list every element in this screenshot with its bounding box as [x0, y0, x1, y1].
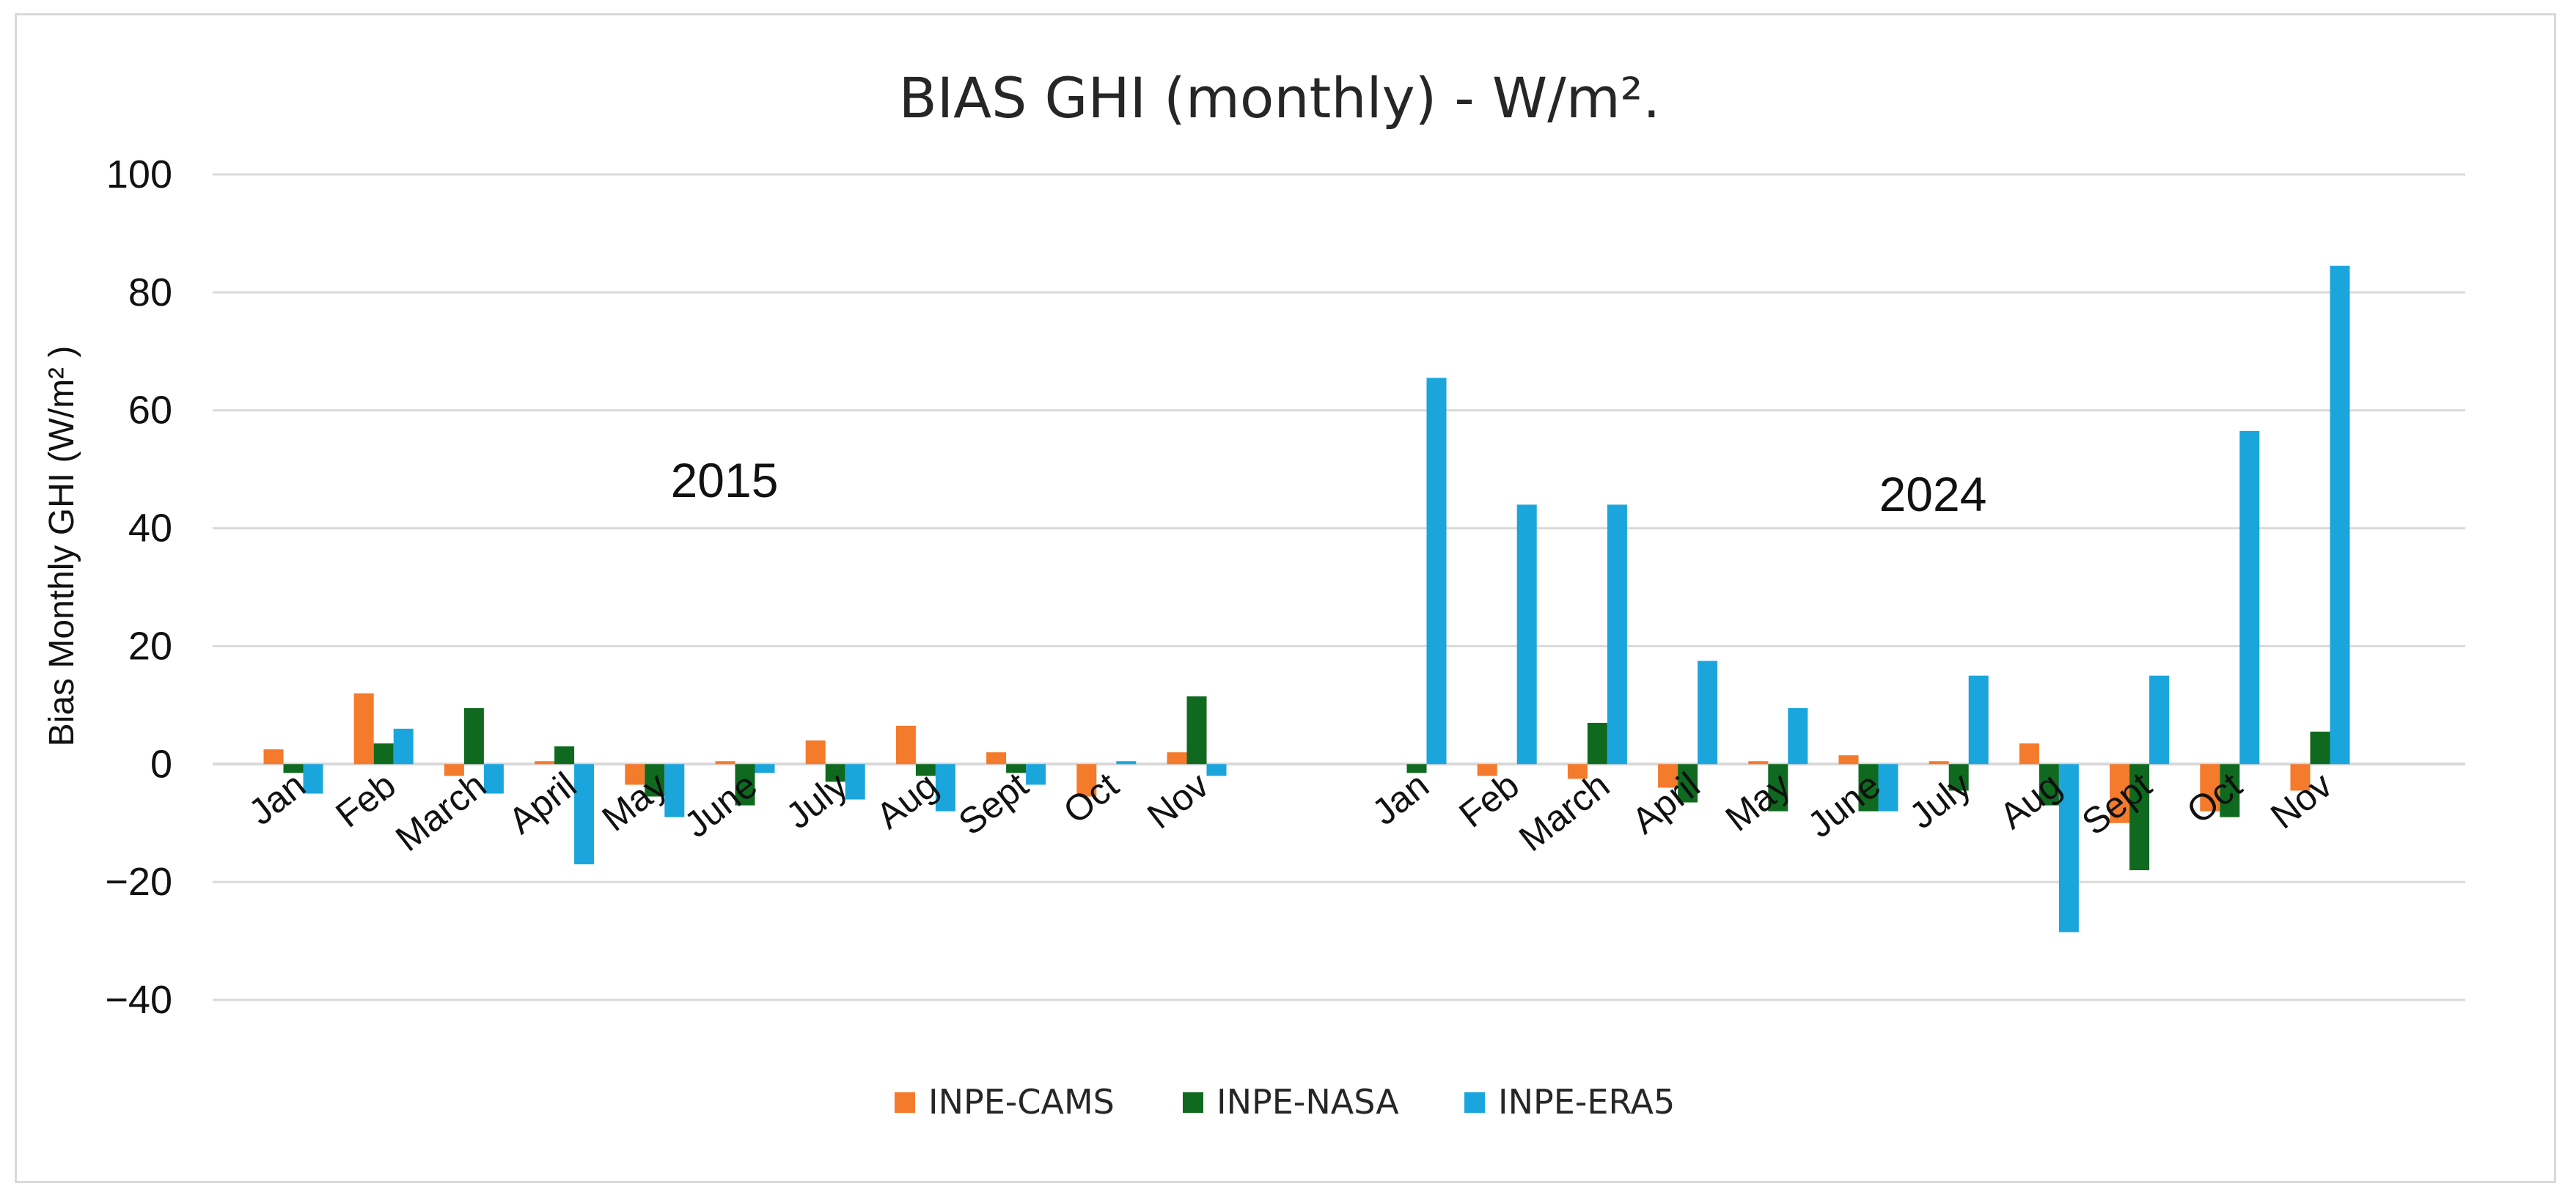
legend-swatch-inpe-cams [895, 1092, 915, 1113]
bar-inpe-cams-2024-june [1838, 755, 1859, 765]
bar-inpe-nasa-2015-july [825, 764, 845, 782]
x-tick-label: Sept [951, 764, 1036, 843]
bar-inpe-cams-2024-nov [2290, 764, 2311, 791]
bar-inpe-nasa-2024-sept [2129, 764, 2150, 871]
chart-title: BIAS GHI (monthly) - W/m². [899, 65, 1661, 130]
bar-inpe-era5-2015-july [845, 764, 865, 800]
bar-inpe-cams-2015-aug [895, 726, 916, 765]
y-axis-label: Bias Monthly GHI (W/m² ) [43, 346, 81, 747]
x-tick-label: Nov [1140, 765, 1217, 837]
bar-inpe-nasa-2024-may [1768, 764, 1788, 812]
x-tick-label: March [388, 765, 493, 860]
bar-inpe-era5-2024-june [1878, 764, 1898, 812]
bar-inpe-nasa-2015-aug [915, 764, 936, 776]
bar-inpe-era5-2024-july [1968, 675, 1989, 765]
bar-inpe-cams-2015-july [805, 740, 826, 765]
bar-inpe-cams-2024-feb [1477, 764, 1497, 776]
bar-inpe-nasa-2024-march [1587, 722, 1607, 765]
bar-inpe-era5-2024-march [1607, 504, 1627, 765]
bar-inpe-era5-2024-nov [2330, 265, 2350, 765]
y-tick-label: 80 [128, 271, 172, 314]
bars [263, 265, 2350, 932]
bar-inpe-nasa-2015-march [463, 707, 484, 765]
y-tick-label: 60 [128, 389, 172, 433]
gridlines [213, 173, 2465, 1001]
bar-inpe-cams-2015-sept [986, 752, 1007, 765]
bar-inpe-cams-2015-june [715, 761, 735, 765]
bar-inpe-cams-2015-jan [263, 749, 284, 765]
bar-inpe-era5-2015-march [483, 764, 504, 794]
y-tick-label: 20 [128, 624, 172, 668]
bar-inpe-era5-2015-oct [1116, 761, 1137, 765]
legend: INPE-CAMS INPE-NASA INPE-ERA5 [895, 1082, 1675, 1122]
bar-inpe-era5-2015-may [664, 764, 685, 817]
y-axis-ticks: 100 80 60 40 20 0 −20 −40 [105, 152, 172, 1022]
bar-inpe-nasa-2015-june [735, 764, 755, 806]
bar-inpe-cams-2015-nov [1167, 752, 1187, 765]
bar-inpe-cams-2015-april [535, 761, 555, 765]
bar-inpe-era5-2024-jan [1426, 378, 1447, 765]
annotation-2015: 2015 [671, 453, 779, 507]
bar-inpe-nasa-2015-sept [1006, 764, 1027, 773]
bar-inpe-cams-2024-aug [2019, 743, 2039, 765]
legend-label: INPE-ERA5 [1498, 1082, 1675, 1122]
bar-inpe-nasa-2024-nov [2310, 732, 2330, 765]
bar-inpe-era5-2015-jan [303, 764, 323, 794]
bar-inpe-nasa-2024-oct [2220, 764, 2240, 817]
bar-inpe-nasa-2024-june [1858, 764, 1879, 812]
legend-label: INPE-CAMS [928, 1082, 1115, 1122]
legend-label: INPE-NASA [1217, 1082, 1399, 1122]
x-tick-label: April [501, 765, 584, 842]
legend-swatch-inpe-era5 [1464, 1092, 1485, 1113]
x-tick-label: Oct [1056, 764, 1126, 831]
legend-swatch-inpe-nasa [1183, 1092, 1203, 1113]
annotation-2024: 2024 [1879, 467, 1987, 521]
bar-inpe-era5-2015-feb [393, 729, 414, 765]
bar-inpe-nasa-2024-april [1678, 764, 1698, 803]
bar-inpe-era5-2015-april [574, 764, 595, 865]
x-tick-label: Jan [241, 765, 313, 834]
bar-inpe-era5-2015-nov [1206, 764, 1227, 776]
y-tick-label: −40 [105, 978, 172, 1022]
bar-inpe-era5-2024-feb [1516, 504, 1537, 765]
bar-inpe-nasa-2015-may [645, 764, 665, 797]
bar-inpe-cams-2024-july [1929, 761, 1949, 765]
bar-inpe-cams-2024-sept [2110, 764, 2130, 823]
y-tick-label: 100 [106, 152, 172, 196]
bar-inpe-cams-2024-april [1658, 764, 1678, 788]
bar-inpe-cams-2024-march [1567, 764, 1588, 779]
bar-inpe-cams-2024-oct [2200, 764, 2220, 812]
bar-inpe-nasa-2024-july [1948, 764, 1969, 791]
bar-inpe-nasa-2024-aug [2039, 764, 2059, 806]
bar-inpe-era5-2015-june [755, 764, 775, 773]
y-tick-label: −20 [105, 860, 172, 904]
bar-inpe-era5-2024-oct [2239, 430, 2260, 765]
x-tick-label: Nov [2263, 765, 2340, 837]
x-tick-label: March [1511, 765, 1617, 860]
bar-inpe-nasa-2015-nov [1186, 696, 1207, 765]
y-tick-label: 40 [128, 507, 172, 551]
bar-inpe-era5-2024-aug [2058, 764, 2079, 932]
x-tick-label: Jan [1365, 765, 1436, 834]
bar-inpe-cams-2015-oct [1076, 764, 1097, 797]
bar-inpe-nasa-2024-jan [1406, 764, 1427, 773]
bar-inpe-era5-2024-may [1788, 707, 1808, 765]
chart-frame [15, 13, 2556, 1183]
bar-inpe-nasa-2015-jan [283, 764, 304, 773]
bar-inpe-era5-2015-aug [935, 764, 955, 812]
bar-inpe-nasa-2015-feb [373, 743, 394, 765]
bar-inpe-era5-2024-sept [2149, 675, 2170, 765]
bar-inpe-cams-2015-march [444, 764, 464, 776]
bar-inpe-cams-2024-may [1748, 761, 1769, 765]
bar-inpe-nasa-2015-april [554, 746, 575, 765]
bar-inpe-cams-2015-feb [353, 693, 374, 765]
bar-inpe-cams-2015-may [625, 764, 645, 785]
bar-inpe-era5-2024-april [1698, 661, 1718, 765]
y-tick-label: 0 [150, 742, 172, 786]
bar-inpe-era5-2015-sept [1026, 764, 1046, 785]
